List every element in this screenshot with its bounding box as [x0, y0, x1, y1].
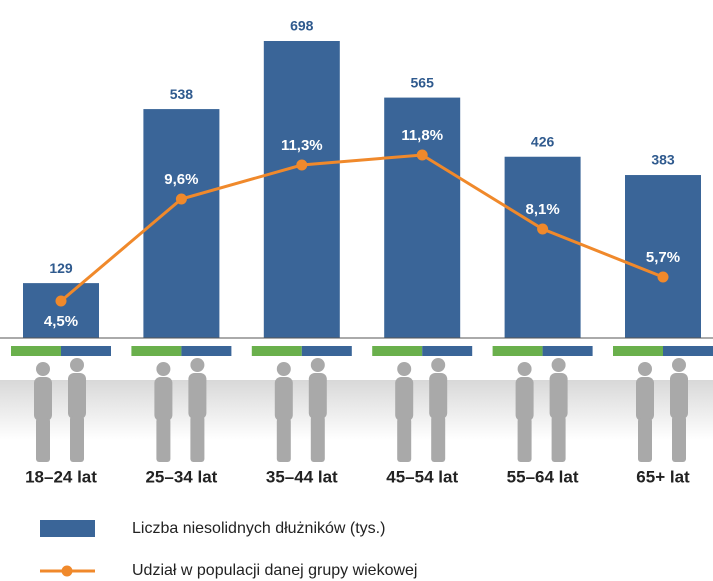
silhouette-head [310, 358, 325, 372]
silhouette-head [551, 358, 566, 372]
line-value-label: 4,5% [44, 313, 78, 330]
silhouette-head [672, 358, 686, 372]
silhouette-legs [36, 418, 50, 462]
x-tick-label: 35–44 lat [266, 467, 338, 486]
silhouette-body [154, 377, 173, 421]
legend-swatch-point [61, 565, 73, 577]
x-tick-label: 55–64 lat [507, 467, 579, 486]
strip-green [131, 346, 182, 356]
silhouette-body [549, 373, 568, 419]
silhouette-legs [517, 418, 532, 462]
bar-value-label: 129 [49, 260, 73, 276]
silhouettes [34, 358, 688, 462]
line-point [175, 193, 187, 205]
bar [143, 109, 220, 339]
silhouette-legs [672, 416, 686, 462]
silhouette-head [276, 362, 291, 376]
silhouette-legs [551, 416, 566, 462]
silhouette-body [429, 373, 448, 419]
silhouette-head [36, 362, 50, 376]
silhouette-body [68, 373, 86, 419]
silhouette-legs [156, 418, 171, 462]
bar [263, 41, 340, 338]
silhouette-body [308, 373, 327, 419]
strip-green [372, 346, 423, 356]
x-tick-label: 45–54 lat [386, 467, 458, 486]
strip-green [11, 346, 61, 356]
bar-value-label: 426 [531, 133, 555, 149]
silhouette-head [431, 358, 446, 372]
floor-band [0, 380, 713, 440]
silhouette-legs [397, 418, 412, 462]
line-value-label: 11,8% [401, 127, 443, 144]
silhouette-legs [70, 416, 84, 462]
x-tick-label: 65+ lat [636, 467, 690, 486]
silhouette-body [274, 377, 293, 421]
line-point [657, 271, 669, 283]
strip-blue [301, 346, 352, 356]
bar-value-label: 565 [411, 74, 435, 90]
silhouette-head [638, 362, 652, 376]
x-tick-label: 18–24 lat [25, 467, 97, 486]
silhouette-head [517, 362, 532, 376]
bar [625, 175, 701, 338]
silhouette-body [188, 373, 207, 419]
silhouette-legs [276, 418, 291, 462]
line-value-label: 5,7% [646, 249, 680, 266]
bar [23, 283, 99, 338]
silhouette-head [190, 358, 205, 372]
strip-green [492, 346, 543, 356]
line-value-label: 11,3% [281, 137, 323, 154]
silhouette-legs [310, 416, 325, 462]
line-value-label: 9,6% [164, 171, 198, 188]
strip-blue [181, 346, 232, 356]
line-point [537, 223, 549, 235]
strip-green [251, 346, 302, 356]
strip-blue [542, 346, 593, 356]
line [60, 153, 664, 303]
bar [384, 97, 461, 338]
line-point [296, 159, 308, 171]
silhouette-body [636, 377, 654, 421]
silhouette-legs [638, 418, 652, 462]
bar-value-label: 538 [170, 86, 194, 102]
silhouette-legs [190, 416, 205, 462]
silhouette-body [34, 377, 52, 421]
silhouette-head [397, 362, 412, 376]
bar-value-label: 698 [290, 18, 314, 34]
silhouette-body [395, 377, 414, 421]
bar [504, 156, 581, 338]
strip-blue [61, 346, 111, 356]
legend-swatch-bar [40, 520, 95, 537]
line-point [416, 149, 428, 161]
strip-green [613, 346, 663, 356]
silhouette-body [515, 377, 534, 421]
line-value-label: 8,1% [525, 201, 559, 218]
strip-blue [422, 346, 473, 356]
legend-label: Udział w populacji danej grupy wiekowej [132, 562, 417, 579]
strip-blue [663, 346, 713, 356]
line-point [55, 295, 67, 307]
x-tick-label: 25–34 lat [145, 467, 217, 486]
bar-value-label: 383 [651, 152, 675, 168]
silhouette-body [670, 373, 688, 419]
silhouette-legs [431, 416, 446, 462]
silhouette-head [70, 358, 84, 372]
legend-label: Liczba niesolidnych dłużników (tys.) [132, 520, 385, 537]
silhouette-head [156, 362, 171, 376]
